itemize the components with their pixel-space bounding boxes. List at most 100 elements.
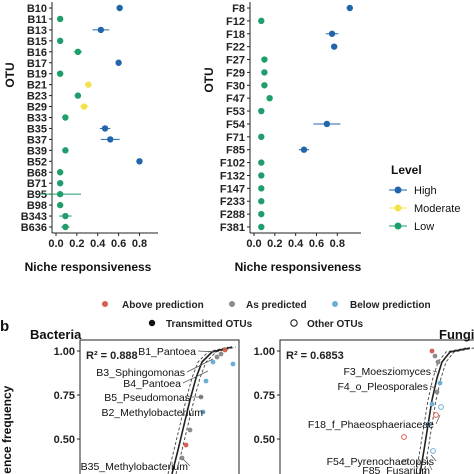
x-tick-label: 0.4 xyxy=(90,238,106,250)
annotation-leader xyxy=(197,350,217,353)
prediction-legend: Above prediction As predicted Below pred… xyxy=(102,300,431,330)
legend-transmitted-swatch xyxy=(148,319,156,327)
x-tick-label: 0.8 xyxy=(132,238,147,250)
data-point xyxy=(261,69,268,76)
fungi-x-axis-label: Niche responsiveness xyxy=(235,260,362,274)
data-point xyxy=(258,172,265,179)
y-tick-label: B636 xyxy=(21,222,47,234)
legend-aspredicted-swatch xyxy=(229,301,235,307)
level-legend: Level High Moderate Low xyxy=(389,163,460,233)
y-tick-label: B19 xyxy=(27,69,47,81)
level-legend-moderate-label: Moderate xyxy=(414,203,460,215)
data-point xyxy=(136,158,143,165)
data-point xyxy=(187,427,193,433)
y-tick-label: F30 xyxy=(226,80,245,92)
data-point xyxy=(230,361,236,367)
otu-annotation: F4_o_Pleosporales xyxy=(338,381,428,393)
confidence-upper xyxy=(423,347,474,474)
data-point xyxy=(56,180,64,187)
y-tick-label: F54 xyxy=(226,119,246,131)
legend-aspredicted-label: As predicted xyxy=(246,300,307,311)
y-tick-label: B16 xyxy=(27,47,47,59)
y-tick-label: F18 xyxy=(226,29,245,41)
plot-frame xyxy=(79,339,240,474)
y-tick-label: B15 xyxy=(27,36,47,48)
y-tick-label: B11 xyxy=(27,14,47,26)
annotation-leader xyxy=(429,385,436,389)
fitted-curve xyxy=(171,346,233,474)
data-point xyxy=(74,48,82,55)
data-point xyxy=(56,37,64,45)
data-point xyxy=(258,198,265,205)
data-point xyxy=(258,17,265,25)
y-tick-label: 1.00 xyxy=(54,346,75,358)
data-point xyxy=(437,380,443,386)
y-tick-label: F147 xyxy=(220,183,245,195)
data-point xyxy=(258,159,265,166)
bacteria-x-axis-label: Niche responsiveness xyxy=(25,260,152,274)
data-point xyxy=(116,4,123,12)
otu-annotation: B35_Methylobacterium xyxy=(81,461,189,473)
x-tick-label: 0.0 xyxy=(48,238,63,250)
data-point xyxy=(74,92,82,99)
data-point xyxy=(346,4,353,12)
annotation-leader xyxy=(427,461,433,471)
data-point xyxy=(62,212,69,220)
y-tick-label: B98 xyxy=(27,200,47,212)
data-point xyxy=(62,223,69,231)
annotation-leader xyxy=(430,454,437,462)
data-point xyxy=(85,81,92,88)
level-legend-high-label: High xyxy=(414,185,437,197)
y-tick-label: 1.00 xyxy=(254,346,275,358)
y-tick-label: B95 xyxy=(27,189,47,201)
data-point xyxy=(328,30,336,37)
otu-annotation: B2_Methylobacterium xyxy=(101,407,203,419)
y-tick-label: F381 xyxy=(220,222,245,234)
x-tick-label: 0.4 xyxy=(288,238,304,250)
data-point xyxy=(183,442,189,448)
data-point xyxy=(56,169,64,176)
data-point xyxy=(258,210,265,218)
data-point xyxy=(210,359,216,365)
y-tick-label: F102 xyxy=(220,158,245,170)
legend-below-swatch xyxy=(332,301,338,307)
data-point xyxy=(56,190,64,198)
x-tick-label: 0.2 xyxy=(267,238,282,250)
other-otu-point xyxy=(438,404,444,410)
data-point xyxy=(115,59,122,66)
data-point xyxy=(261,56,268,63)
y-tick-label: F53 xyxy=(226,106,245,118)
y-tick-label: B68 xyxy=(27,167,47,179)
y-tick-label: B37 xyxy=(27,134,47,146)
legend-transmitted-label: Transmitted OTUs xyxy=(166,319,253,330)
y-tick-label: B17 xyxy=(27,58,47,70)
fungi-y-axis-label: OTU xyxy=(202,67,216,92)
data-point xyxy=(218,351,224,357)
annotation-leader xyxy=(435,414,441,425)
y-tick-label: F47 xyxy=(226,93,245,105)
y-tick-label: B35 xyxy=(27,123,47,135)
data-point xyxy=(300,146,308,153)
data-point xyxy=(56,70,64,77)
data-point xyxy=(258,223,265,231)
y-tick-label: B10 xyxy=(27,3,47,15)
x-tick-label: 0.0 xyxy=(246,238,261,250)
legend-other-swatch xyxy=(290,319,298,327)
y-tick-label: F71 xyxy=(226,132,245,144)
annotation-leader xyxy=(432,370,438,373)
bacteria-niche-plot: OTU Niche responsiveness B10B11B13B15B16… xyxy=(3,2,158,274)
y-tick-label: F233 xyxy=(220,196,245,208)
data-point xyxy=(56,15,64,23)
panel-b-label: b xyxy=(0,318,9,335)
r-squared-label: R² = 0.888 xyxy=(86,350,138,362)
data-point xyxy=(222,347,228,353)
confidence-lower xyxy=(415,347,467,474)
r-squared-label: R² = 0.6853 xyxy=(286,350,344,362)
y-tick-label: F22 xyxy=(226,42,245,54)
other-otu-point xyxy=(402,459,408,465)
data-point xyxy=(101,125,109,132)
fungi-niche-plot: OTU Niche responsiveness F8F12F18F22F27F… xyxy=(202,2,362,274)
data-point xyxy=(432,353,438,359)
y-tick-label: B33 xyxy=(27,113,47,125)
